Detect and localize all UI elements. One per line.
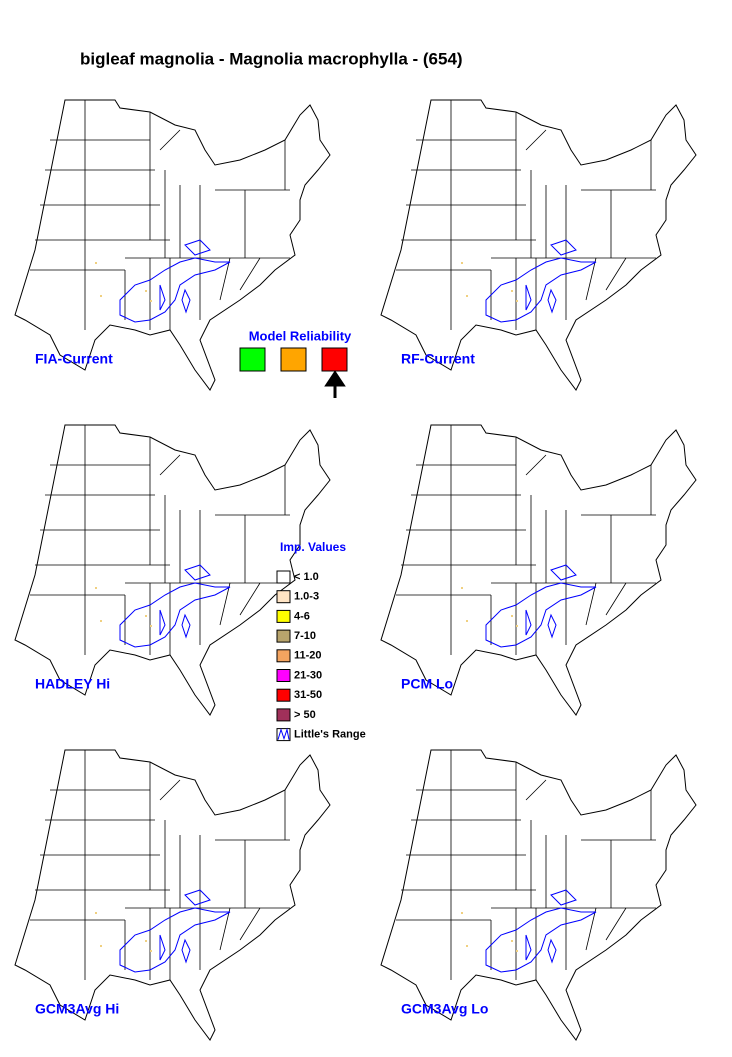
legend-swatch [276, 609, 291, 623]
reliability-box [239, 347, 266, 372]
legend-swatch [276, 649, 291, 663]
legend-swatch [276, 629, 291, 643]
reliability-box [321, 347, 348, 372]
reliability-box [280, 347, 307, 372]
legend-swatch [276, 688, 291, 702]
map-label: GCM3Avg Hi [35, 1001, 119, 1017]
legend-swatch [276, 590, 291, 604]
legend-label: 11-20 [294, 650, 322, 662]
map-shape [380, 424, 697, 716]
map-shape [380, 99, 697, 391]
legend-title: Imp. Values [280, 540, 346, 554]
arrow [324, 370, 346, 398]
legend-label: 7-10 [294, 630, 316, 642]
legend-label: 1.0-3 [294, 591, 319, 603]
page-title: bigleaf magnolia - Magnolia macrophylla … [80, 49, 463, 68]
map: HADLEY Hi [14, 424, 331, 716]
map: PCM Lo [380, 424, 697, 716]
range-icon [277, 727, 290, 741]
map-label: HADLEY Hi [35, 676, 110, 692]
map: FIA-Current [14, 99, 331, 391]
map: GCM3Avg Lo [380, 749, 697, 1041]
legend-label: > 50 [294, 709, 316, 721]
legend-label: 21-30 [294, 669, 322, 681]
reliability-title: Model Reliability [249, 328, 352, 343]
map: GCM3Avg Hi [14, 749, 331, 1041]
map-label: GCM3Avg Lo [401, 1001, 488, 1017]
map-label: PCM Lo [401, 676, 453, 692]
legend-label: < 1.0 [294, 571, 319, 583]
map-label: FIA-Current [35, 351, 113, 367]
map: RF-Current [380, 99, 697, 391]
map-shape [14, 99, 331, 391]
legend-swatch [276, 708, 291, 722]
legend-label: 31-50 [294, 689, 322, 701]
map-label: RF-Current [401, 351, 475, 367]
legend-label: 4-6 [294, 610, 310, 622]
range-label: Little's Range [294, 729, 366, 741]
legend-swatch [276, 669, 291, 682]
map-shape [380, 749, 697, 1041]
legend-swatch [276, 570, 291, 584]
map-shape [14, 749, 331, 1041]
